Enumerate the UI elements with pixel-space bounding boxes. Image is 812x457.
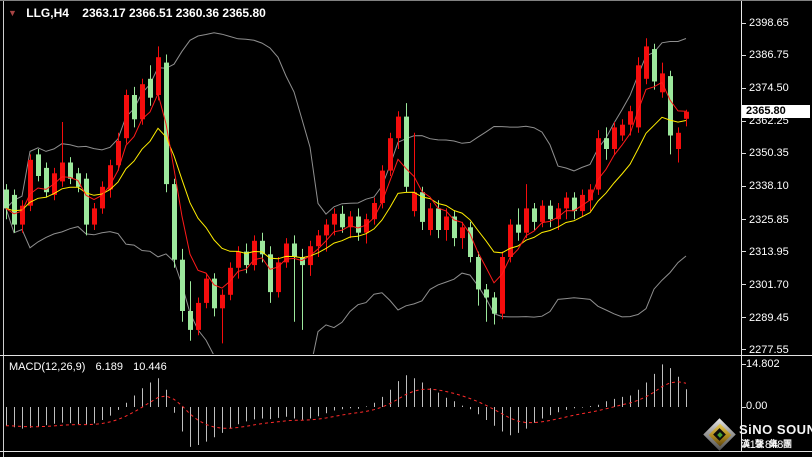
price-axis-tick (741, 251, 746, 252)
price-tick-label: 2398.65 (749, 17, 789, 29)
chart-left-border (3, 1, 4, 457)
window-top-border (0, 0, 812, 1)
macd-axis-zero-label: 0.00 (746, 400, 768, 412)
pane-separator[interactable] (0, 355, 812, 356)
price-axis-tick (741, 186, 746, 187)
macd-signal-value: 10.446 (133, 361, 167, 373)
sino-sound-watermark: SiNO SOUND 漢聲集團 (702, 417, 812, 455)
chart-title: ▼ LLG,H4 2363.17 2366.51 2360.36 2365.80 (8, 6, 266, 20)
symbol-dropdown-icon[interactable]: ▼ (8, 8, 17, 18)
macd-axis-tick (741, 364, 746, 365)
macd-axis-min-label: -13.848 (746, 439, 784, 451)
price-axis-tick (741, 284, 746, 285)
macd-indicator-label: MACD(12,26,9) 6.189 10.446 (9, 361, 174, 373)
price-axis-tick (741, 23, 746, 24)
price-axis-tick (741, 153, 746, 154)
price-tick-label: 2313.95 (749, 246, 789, 258)
macd-main-value: 6.189 (95, 361, 124, 373)
price-axis-tick (741, 317, 746, 318)
price-tick-label: 2338.10 (749, 180, 789, 192)
price-tick-label: 2374.50 (749, 82, 789, 94)
price-axis-tick (741, 219, 746, 220)
price-tick-label: 2301.70 (749, 279, 789, 291)
price-axis-border (741, 1, 742, 451)
ohlc-values-label: 2363.17 2366.51 2360.36 2365.80 (82, 6, 266, 20)
price-tick-label: 2289.45 (749, 312, 789, 324)
price-tick-label: 2277.55 (749, 344, 789, 356)
price-axis-tick (741, 349, 746, 350)
price-axis-tick (741, 121, 746, 122)
price-axis-tick (741, 55, 746, 56)
macd-axis-tick (741, 446, 746, 447)
price-tick-label: 2386.75 (749, 49, 789, 61)
pane-separator[interactable] (0, 451, 812, 452)
price-tick-label: 2362.25 (749, 115, 789, 127)
macd-name: MACD(12,26,9) (9, 361, 86, 373)
price-tick-label: 2325.85 (749, 214, 789, 226)
price-axis-tick (741, 88, 746, 89)
symbol-period-label: LLG,H4 (26, 6, 69, 20)
current-price-badge: 2365.80 (742, 105, 810, 118)
watermark-brand-text: SiNO SOUND (739, 422, 812, 437)
macd-axis-max-label: 14.802 (746, 358, 780, 370)
watermark-cjk-text: 漢聲集團 (741, 439, 798, 449)
macd-axis-tick (741, 407, 746, 408)
price-tick-label: 2350.35 (749, 147, 789, 159)
